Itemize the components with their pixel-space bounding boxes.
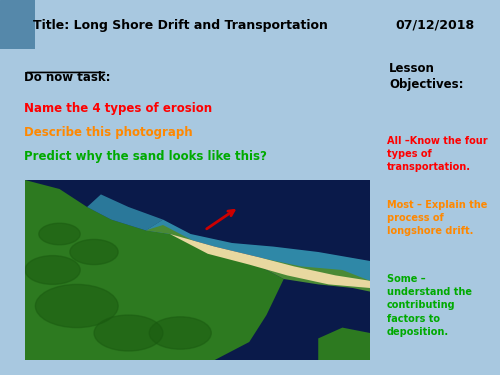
Text: Lesson
Objectives:: Lesson Objectives: — [389, 62, 464, 91]
Text: Name the 4 types of erosion: Name the 4 types of erosion — [24, 102, 212, 115]
Text: Some –
understand the
contributing
factors to
deposition.: Some – understand the contributing facto… — [387, 274, 472, 337]
Text: All –Know the four
types of
transportation.: All –Know the four types of transportati… — [387, 135, 488, 172]
Polygon shape — [146, 225, 370, 292]
Polygon shape — [87, 194, 163, 230]
Text: Predict why the sand looks like this?: Predict why the sand looks like this? — [24, 150, 268, 163]
Circle shape — [94, 315, 163, 351]
Text: Describe this photograph: Describe this photograph — [24, 126, 193, 139]
Polygon shape — [318, 328, 370, 360]
Polygon shape — [25, 180, 284, 360]
Circle shape — [70, 239, 118, 265]
Text: 07/12/2018: 07/12/2018 — [396, 19, 474, 32]
Circle shape — [36, 284, 118, 328]
Circle shape — [25, 256, 80, 284]
Circle shape — [39, 223, 80, 245]
Text: Most – Explain the
process of
longshore drift.: Most – Explain the process of longshore … — [387, 200, 488, 237]
Text: Title: Long Shore Drift and Transportation: Title: Long Shore Drift and Transportati… — [32, 19, 328, 32]
Circle shape — [149, 317, 212, 349]
Polygon shape — [146, 220, 370, 281]
Polygon shape — [170, 234, 370, 288]
Text: Do now task:: Do now task: — [24, 70, 111, 84]
